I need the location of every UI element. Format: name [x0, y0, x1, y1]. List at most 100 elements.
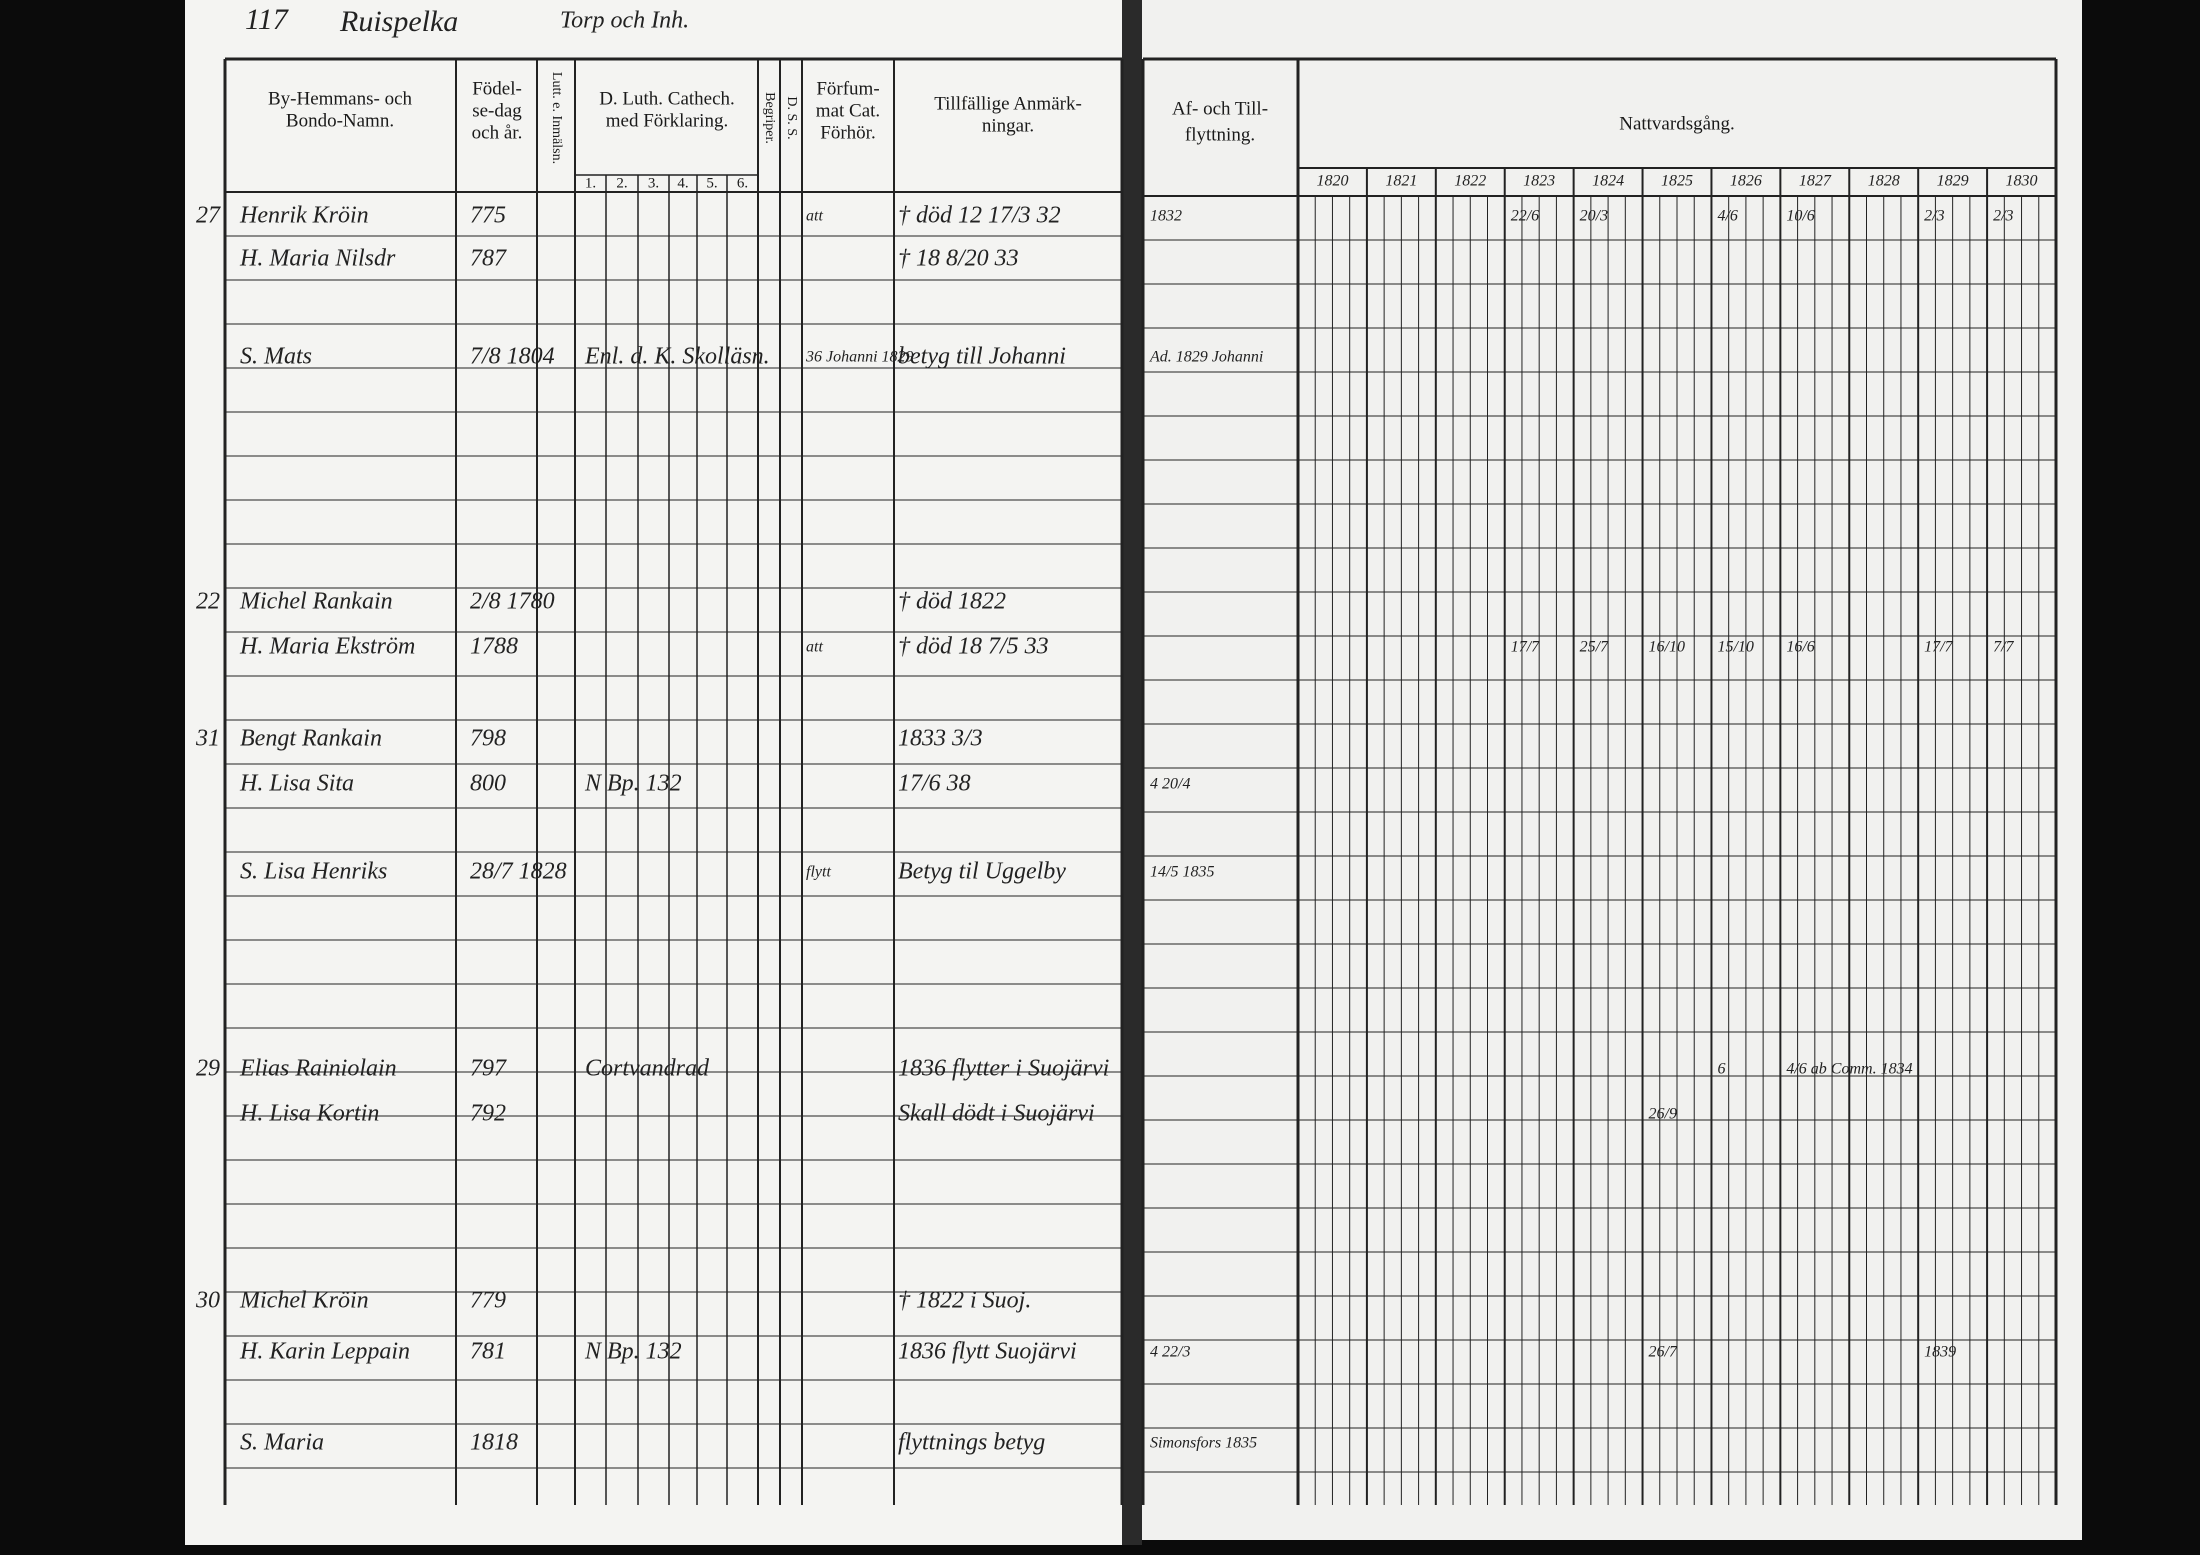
communion-mark: 1839	[1924, 1344, 1956, 1361]
column-header: och år.	[472, 122, 523, 143]
column-header: Lutt. e. Inmälsn.	[549, 72, 564, 164]
entry-born: 781	[470, 1339, 506, 1365]
communion-mark: 25/7	[1580, 639, 1609, 656]
entry-born: 7/8 1804	[470, 344, 555, 370]
entry-af-till: Simonsfors 1835	[1150, 1435, 1257, 1452]
entry-luth: N Bp. 132	[584, 1339, 682, 1365]
entry-num: 29	[196, 1056, 220, 1082]
entry-name: Bengt Rankain	[240, 726, 382, 752]
column-header: Bondo-Namn.	[286, 110, 394, 131]
entry-remark: betyg till Johanni	[898, 344, 1066, 370]
place-note: Torp och Inh.	[560, 8, 689, 34]
entry-remark: 17/6 38	[898, 771, 971, 797]
entry-name: Henrik Kröin	[239, 203, 369, 229]
column-header: Förhör.	[820, 122, 875, 143]
column-header: Nattvardsgång.	[1619, 113, 1735, 134]
subcolumn-header: 3.	[648, 175, 659, 191]
entry-name: S. Mats	[240, 344, 312, 370]
communion-mark: 16/10	[1649, 639, 1685, 656]
column-header: Begriper.	[762, 92, 777, 144]
entry-remark: Betyg til Uggelby	[898, 859, 1066, 885]
entry-name: H. Lisa Sita	[239, 771, 354, 797]
column-header: mat Cat.	[816, 100, 880, 121]
year-header: 1830	[2006, 173, 2038, 190]
subcolumn-header: 5.	[706, 175, 717, 191]
entry-luth: Cortvandrad	[585, 1056, 710, 1082]
left-page	[185, 0, 1122, 1545]
entry-name: Elias Rainiolain	[239, 1056, 397, 1082]
communion-mark: 16/6	[1786, 639, 1814, 656]
entry-af-till: 4 20/4	[1150, 776, 1190, 793]
entry-forfummat: att	[806, 208, 823, 225]
subcolumn-header: 4.	[677, 175, 688, 191]
year-header: 1827	[1799, 173, 1832, 190]
entry-name: H. Lisa Kortin	[239, 1101, 379, 1127]
entry-born: 792	[470, 1101, 506, 1127]
column-header: Tillfällige Anmärk-	[934, 93, 1082, 114]
entry-luth: N Bp. 132	[584, 771, 682, 797]
entry-af-till: 4 22/3	[1150, 1344, 1190, 1361]
communion-mark: 7/7	[1993, 639, 2014, 656]
column-header: D. S. S.	[784, 96, 799, 139]
subcolumn-header: 2.	[616, 175, 627, 191]
entry-born: 800	[470, 771, 506, 797]
entry-name: H. Maria Ekström	[239, 634, 415, 660]
entry-remark: † död 12 17/3 32	[898, 203, 1061, 229]
entry-af-till: Ad. 1829 Johanni	[1149, 349, 1263, 366]
communion-mark: 22/6	[1511, 208, 1539, 225]
entry-born: 797	[470, 1056, 507, 1082]
entry-num: 27	[196, 203, 221, 229]
entry-born: 775	[470, 203, 506, 229]
subcolumn-header: 1.	[585, 175, 596, 191]
entry-af-till: 14/5 1835	[1150, 864, 1214, 881]
entry-name: Michel Kröin	[239, 1288, 369, 1314]
communion-mark: 20/3	[1580, 208, 1608, 225]
communion-mark: 17/7	[1924, 639, 1953, 656]
entry-remark: † 1822 i Suoj.	[898, 1288, 1031, 1314]
column-header: D. Luth. Cathech.	[599, 88, 735, 109]
communion-mark: 6	[1717, 1061, 1725, 1078]
column-header: Af- och Till-	[1172, 98, 1268, 119]
year-header: 1821	[1385, 173, 1417, 190]
entry-af-till: 1832	[1150, 208, 1182, 225]
year-header: 1829	[1937, 173, 1969, 190]
column-header: flyttning.	[1185, 124, 1255, 145]
year-header: 1826	[1730, 173, 1762, 190]
entry-born: 787	[470, 246, 507, 272]
communion-mark: 4/6	[1717, 208, 1737, 225]
entry-remark: Skall dödt i Suojärvi	[898, 1101, 1095, 1127]
entry-remark: † död 18 7/5 33	[898, 634, 1049, 660]
column-header: Förfum-	[816, 78, 879, 99]
entry-forfummat: att	[806, 639, 823, 656]
year-header: 1825	[1661, 173, 1693, 190]
entry-remark: flyttnings betyg	[898, 1430, 1045, 1456]
entry-remark: 1833 3/3	[898, 726, 983, 752]
entry-remark: † död 1822	[898, 589, 1006, 615]
communion-mark: 26/9	[1649, 1106, 1677, 1123]
right-page	[1142, 0, 2082, 1540]
entry-num: 31	[195, 726, 220, 752]
entry-remark: 1836 flytter i Suojärvi	[898, 1056, 1109, 1082]
entry-name: S. Lisa Henriks	[240, 859, 387, 885]
year-header: 1828	[1868, 173, 1900, 190]
communion-mark: 4/6 ab Comm. 1834	[1786, 1061, 1912, 1078]
entry-born: 28/7 1828	[470, 859, 567, 885]
communion-mark: 2/3	[1993, 208, 2013, 225]
communion-mark: 26/7	[1649, 1344, 1678, 1361]
column-header: By-Hemmans- och	[268, 88, 413, 109]
entry-born: 2/8 1780	[470, 589, 555, 615]
subcolumn-header: 6.	[737, 175, 748, 191]
column-header: Födel-	[472, 78, 522, 99]
column-header: ningar.	[982, 115, 1034, 136]
entry-forfummat: flytt	[806, 864, 831, 881]
entry-name: H. Maria Nilsdr	[239, 246, 396, 272]
entry-name: H. Karin Leppain	[239, 1339, 410, 1365]
entry-born: 798	[470, 726, 506, 752]
entry-forfummat: 36 Johanni 1829	[805, 349, 914, 366]
entry-remark: † 18 8/20 33	[898, 246, 1019, 272]
entry-name: Michel Rankain	[239, 589, 393, 615]
year-header: 1822	[1454, 173, 1486, 190]
page-number: 117	[245, 3, 290, 36]
year-header: 1820	[1316, 173, 1348, 190]
